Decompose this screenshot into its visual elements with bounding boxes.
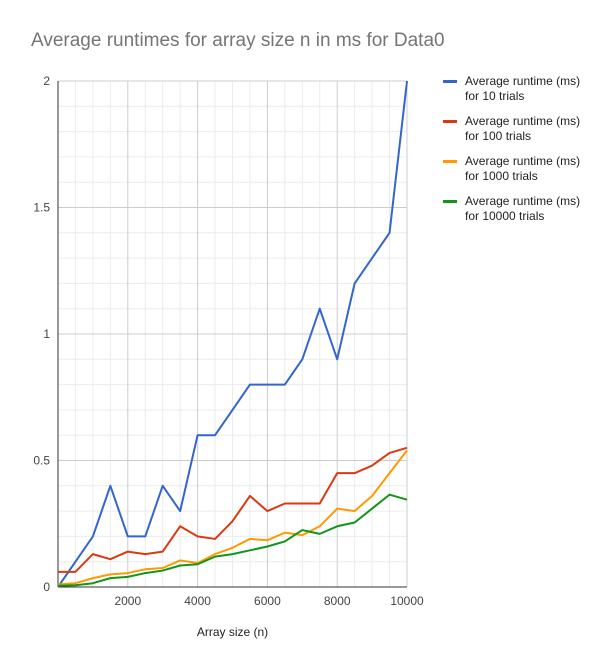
y-tick-label: 0.5 — [33, 454, 50, 468]
legend-label: Average runtime (ms) for 100 trials — [465, 114, 581, 143]
y-tick-label: 0 — [43, 580, 50, 594]
legend-label: Average runtime (ms) for 10000 trials — [465, 194, 581, 223]
x-tick-label: 4000 — [184, 594, 211, 608]
y-tick-label: 1 — [43, 327, 50, 341]
x-tick-label: 8000 — [324, 594, 351, 608]
legend-item[interactable]: Average runtime (ms) for 100 trials — [443, 114, 593, 144]
axes — [57, 81, 407, 588]
legend-item[interactable]: Average runtime (ms) for 10000 trials — [443, 194, 593, 224]
x-tick-label: 10000 — [390, 594, 424, 608]
series-line — [58, 446, 408, 573]
legend-swatch — [443, 160, 457, 163]
y-tick-label: 2 — [43, 74, 50, 88]
legend: Average runtime (ms) for 10 trials Avera… — [443, 74, 593, 234]
series-line — [57, 493, 408, 587]
series-layer — [57, 80, 408, 588]
x-tick-label: 2000 — [114, 594, 141, 608]
legend-item[interactable]: Average runtime (ms) for 10 trials — [443, 74, 593, 104]
series-line — [57, 80, 408, 588]
legend-label: Average runtime (ms) for 1000 trials — [465, 154, 581, 183]
legend-swatch — [443, 80, 457, 83]
chart-title: Average runtimes for array size n in ms … — [31, 30, 445, 51]
x-tick-label: 6000 — [254, 594, 281, 608]
legend-swatch — [443, 120, 457, 123]
y-tick-label: 1.5 — [33, 201, 50, 215]
legend-item[interactable]: Average runtime (ms) for 1000 trials — [443, 154, 593, 184]
tick-labels: 0 0.5 1 1.5 2 2000 4000 6000 8000 10000 — [33, 74, 424, 608]
x-axis-label: Array size (n) — [196, 625, 269, 639]
legend-swatch — [443, 200, 457, 203]
major-gridlines — [58, 80, 408, 587]
series-line — [57, 449, 408, 586]
legend-label: Average runtime (ms) for 10 trials — [465, 74, 581, 103]
